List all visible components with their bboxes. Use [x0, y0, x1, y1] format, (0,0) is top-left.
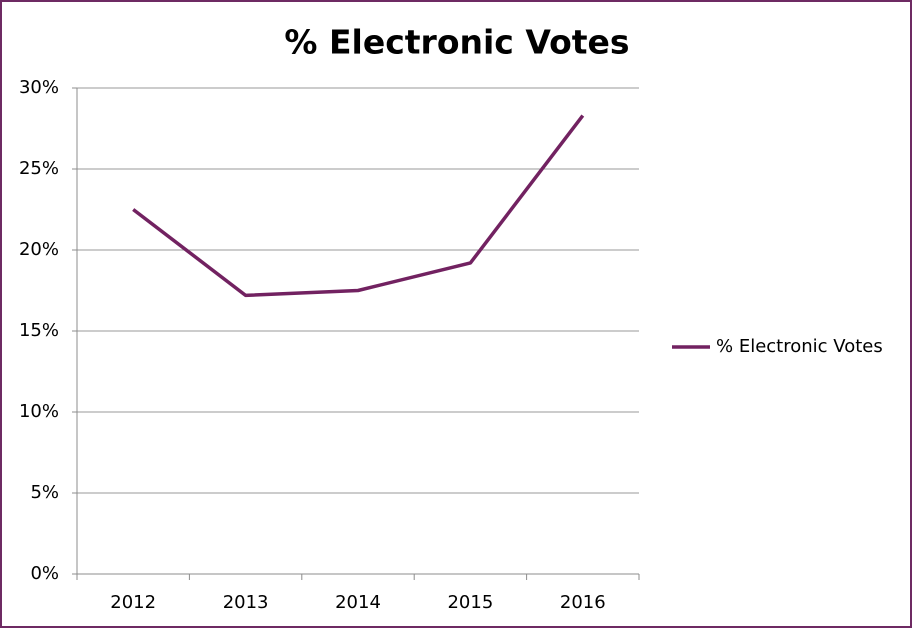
chart-title: % Electronic Votes	[284, 23, 629, 62]
y-tick-label: 15%	[19, 320, 59, 341]
x-tick-label: 2016	[560, 592, 606, 613]
data-line	[132, 114, 585, 298]
x-tick-label: 2013	[223, 592, 269, 613]
y-tick-label: 0%	[30, 563, 59, 584]
y-tick-label: 5%	[30, 482, 59, 503]
y-tick-label: 25%	[19, 158, 59, 179]
y-tick-label: 10%	[19, 401, 59, 422]
x-tick-label: 2012	[110, 592, 156, 613]
legend-label: % Electronic Votes	[716, 336, 883, 357]
y-tick-label: 30%	[19, 77, 59, 98]
x-tick-label: 2015	[447, 592, 493, 613]
y-tick-label: 20%	[19, 239, 59, 260]
x-tick-label: 2014	[335, 592, 381, 613]
